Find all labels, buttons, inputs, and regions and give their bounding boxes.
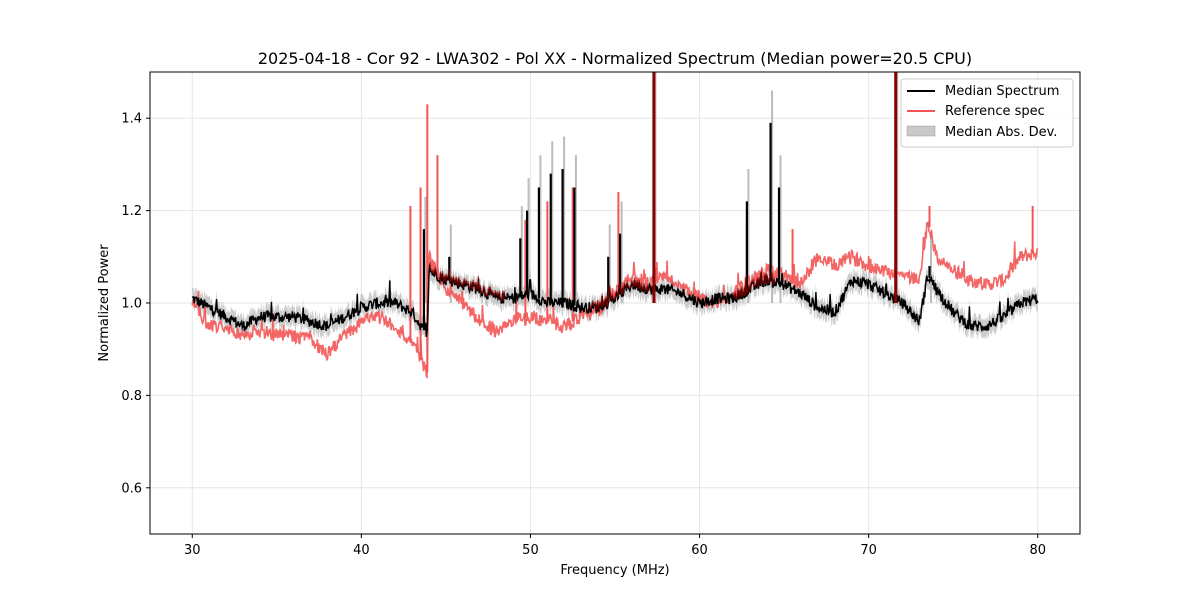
overlap-segment [733, 270, 776, 301]
y-tick-label: 1.0 [121, 297, 142, 312]
legend-median-label: Median Spectrum [945, 84, 1059, 99]
x-tick-label: 30 [184, 543, 201, 558]
x-tick-label: 80 [1029, 543, 1046, 558]
y-tick-label: 1.4 [121, 112, 142, 127]
x-tick-label: 50 [522, 543, 539, 558]
chart-title: 2025-04-18 - Cor 92 - LWA302 - Pol XX - … [258, 49, 972, 68]
legend: Median Spectrum Reference spec Median Ab… [900, 78, 1074, 148]
overlap-segment [429, 262, 506, 302]
x-tick-label: 40 [353, 543, 370, 558]
y-axis-label: Normalized Power [97, 244, 112, 362]
legend-box [900, 78, 1074, 148]
x-tick-label: 70 [860, 543, 877, 558]
x-axis-label: Frequency (MHz) [560, 563, 669, 578]
tick-layer: 30 40 50 60 70 80 0.6 0.8 1.0 1.2 1.4 [121, 112, 1046, 558]
legend-reference-label: Reference spec [945, 104, 1045, 119]
legend-mad-swatch [906, 125, 936, 137]
y-tick-label: 1.2 [121, 204, 142, 219]
data-layer [191, 72, 1039, 380]
y-tick-label: 0.6 [121, 481, 142, 496]
x-tick-label: 60 [691, 543, 708, 558]
y-tick-label: 0.8 [121, 389, 142, 404]
overlap-segment [589, 277, 650, 311]
legend-mad-label: Median Abs. Dev. [945, 125, 1057, 140]
